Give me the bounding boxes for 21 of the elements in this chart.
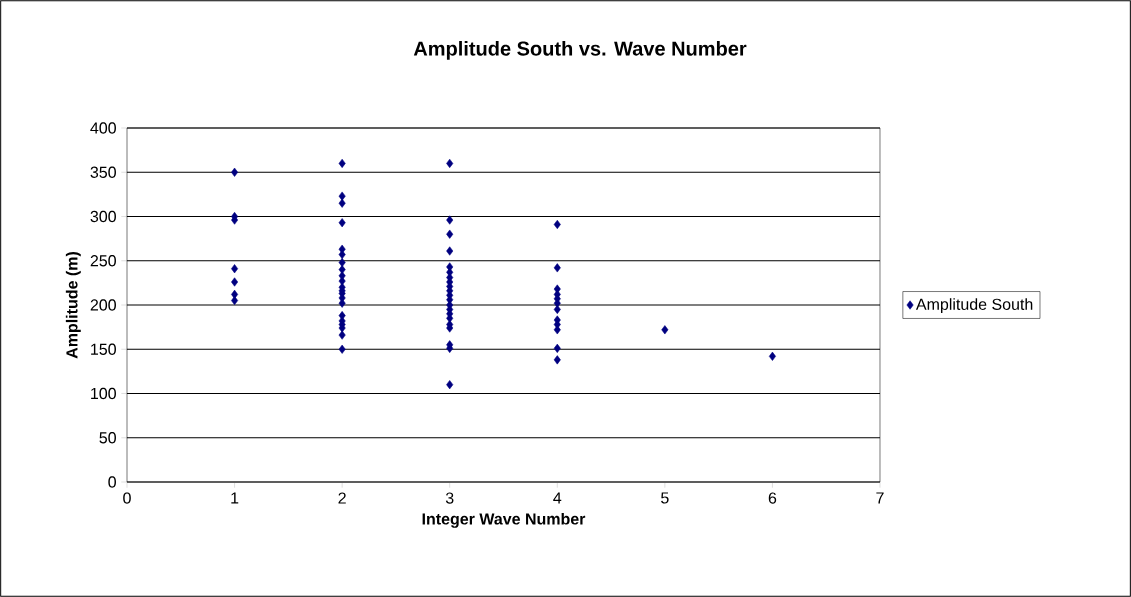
y-tick-label: 300 (90, 210, 116, 223)
x-tick-label: 5 (661, 492, 669, 504)
x-tick-label: 1 (231, 492, 239, 504)
y-tick-label: 150 (91, 343, 116, 355)
chart-title: Amplitude South vs. Wave Number (413, 41, 747, 60)
x-tick-label: 2 (338, 492, 346, 504)
legend-label: Amplitude South (915, 298, 1033, 314)
y-axis-title: Amplitude (m) (65, 252, 81, 359)
y-tick-label: 100 (91, 387, 116, 400)
y-tick-label: 250 (90, 255, 116, 267)
x-axis-title: Integer Wave Number (422, 512, 586, 528)
y-tick-label: 50 (99, 432, 116, 444)
x-tick-label: 6 (768, 492, 777, 504)
x-tick-label: 7 (876, 492, 884, 504)
y-tick-label: 400 (90, 122, 116, 134)
y-tick-label: 200 (90, 299, 116, 311)
y-tick-label: 0 (108, 476, 116, 488)
x-tick-label: 0 (123, 492, 131, 504)
x-tick-label: 3 (445, 492, 454, 504)
y-tick-label: 350 (90, 166, 116, 178)
x-tick-label: 4 (553, 492, 562, 504)
